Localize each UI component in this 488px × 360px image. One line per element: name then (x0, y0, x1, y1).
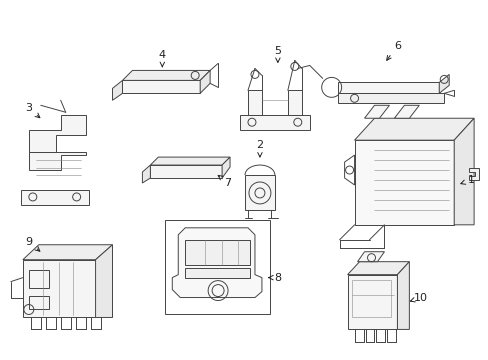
Polygon shape (185, 268, 249, 278)
Text: 6: 6 (386, 41, 400, 60)
Polygon shape (364, 105, 388, 118)
Polygon shape (468, 168, 478, 180)
Polygon shape (150, 157, 229, 165)
Polygon shape (185, 240, 249, 265)
Text: 4: 4 (159, 50, 165, 67)
Polygon shape (397, 262, 408, 329)
Polygon shape (438, 75, 448, 93)
Text: 5: 5 (274, 45, 281, 62)
Polygon shape (287, 90, 301, 115)
Polygon shape (95, 245, 112, 318)
Bar (29, 296, 49, 310)
Polygon shape (23, 245, 112, 260)
Polygon shape (142, 165, 150, 183)
Text: 8: 8 (268, 273, 281, 283)
Polygon shape (23, 260, 95, 318)
Polygon shape (347, 275, 397, 329)
Polygon shape (354, 118, 473, 140)
Text: 2: 2 (256, 140, 263, 157)
Bar (29, 270, 49, 288)
Polygon shape (247, 90, 262, 115)
Polygon shape (122, 71, 210, 80)
Polygon shape (29, 152, 85, 170)
Polygon shape (347, 262, 408, 275)
Polygon shape (357, 252, 384, 262)
Polygon shape (222, 157, 229, 178)
Polygon shape (244, 175, 274, 210)
Polygon shape (112, 80, 122, 100)
Text: 3: 3 (25, 103, 40, 118)
Text: 10: 10 (409, 293, 427, 302)
Polygon shape (172, 228, 262, 298)
Polygon shape (394, 105, 419, 118)
Bar (351, 280, 390, 318)
Polygon shape (337, 82, 438, 93)
Polygon shape (337, 93, 443, 103)
Polygon shape (29, 115, 85, 152)
Polygon shape (240, 115, 309, 130)
Polygon shape (453, 118, 473, 225)
Polygon shape (200, 71, 210, 93)
Polygon shape (21, 190, 88, 205)
Text: 1: 1 (460, 175, 474, 185)
Polygon shape (354, 140, 453, 225)
Polygon shape (150, 165, 222, 178)
Text: 9: 9 (25, 237, 40, 251)
Text: 7: 7 (218, 175, 231, 188)
Bar (165, 220, 269, 315)
Polygon shape (122, 80, 200, 93)
